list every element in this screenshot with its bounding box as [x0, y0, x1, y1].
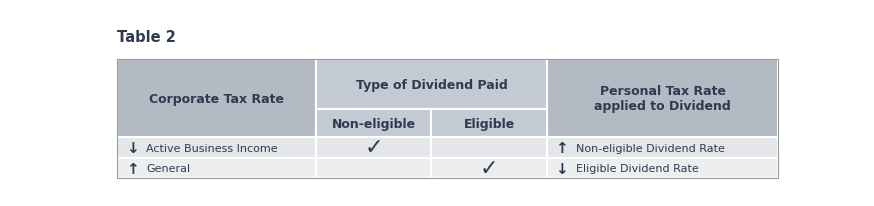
Text: ↓: ↓ [126, 140, 138, 155]
Bar [547, 138, 779, 158]
Bar [316, 138, 432, 158]
Text: Personal Tax Rate
applied to Dividend: Personal Tax Rate applied to Dividend [594, 85, 732, 112]
Text: Corporate Tax Rate: Corporate Tax Rate [149, 92, 284, 105]
Text: Type of Dividend Paid: Type of Dividend Paid [356, 78, 507, 91]
Bar [316, 110, 432, 138]
Bar [547, 158, 779, 179]
Text: ✓: ✓ [480, 158, 498, 178]
Bar [432, 138, 547, 158]
Text: Table 2: Table 2 [117, 29, 177, 44]
Bar [432, 158, 547, 179]
Text: ↓: ↓ [555, 161, 568, 176]
Text: ↑: ↑ [555, 140, 568, 155]
Text: ✓: ✓ [364, 138, 383, 158]
Bar [117, 138, 316, 158]
Text: Eligible Dividend Rate: Eligible Dividend Rate [576, 163, 699, 173]
Text: Non-eligible: Non-eligible [331, 117, 416, 130]
Bar [117, 60, 316, 138]
Bar [547, 60, 779, 138]
Bar [117, 60, 779, 179]
Text: Active Business Income: Active Business Income [147, 143, 278, 153]
Bar [316, 158, 432, 179]
Text: General: General [147, 163, 191, 173]
Text: ↑: ↑ [126, 161, 138, 176]
Bar [432, 110, 547, 138]
Text: Eligible: Eligible [463, 117, 515, 130]
Bar [316, 60, 547, 110]
Text: Non-eligible Dividend Rate: Non-eligible Dividend Rate [576, 143, 725, 153]
Bar [117, 158, 316, 179]
